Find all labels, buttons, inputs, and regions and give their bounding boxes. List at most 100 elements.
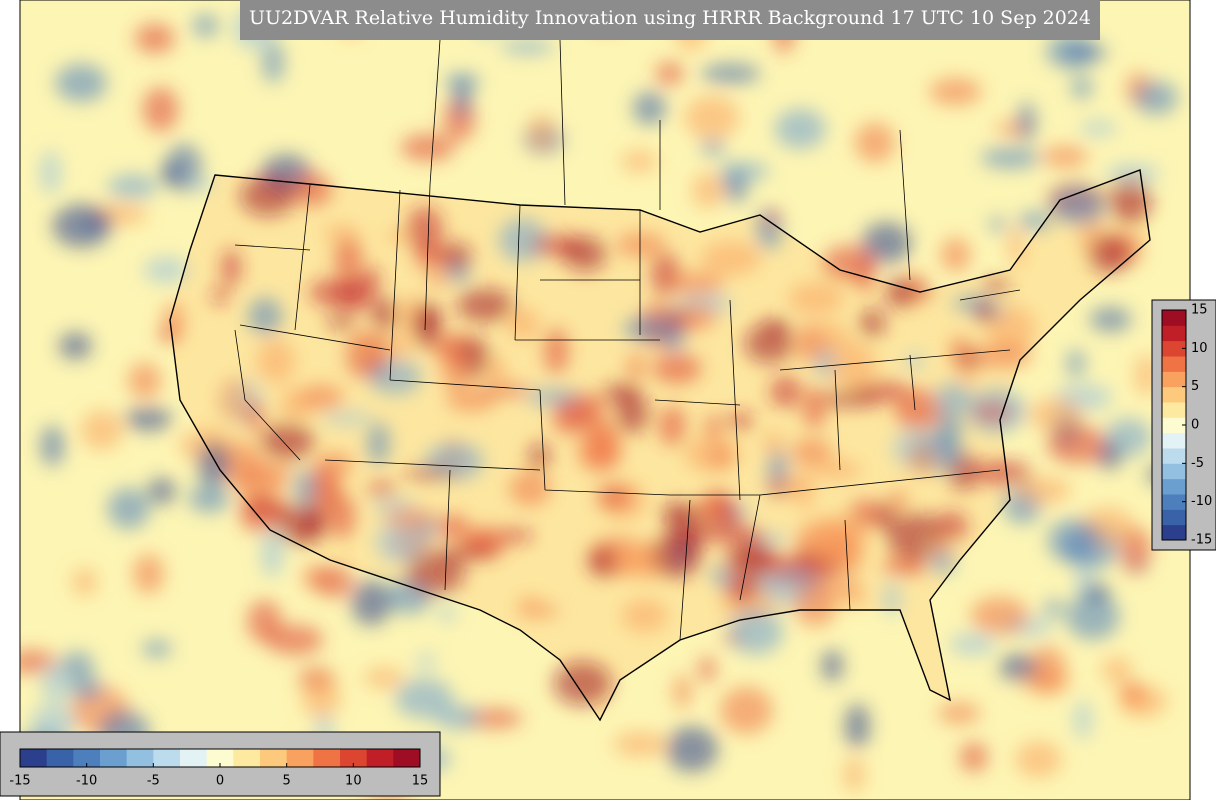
- field-patch: [1029, 398, 1083, 432]
- field-patch: [367, 422, 390, 465]
- colorbar-tick-label: 10: [345, 774, 362, 789]
- colorbar-segment: [393, 749, 421, 767]
- field-patch: [1074, 700, 1092, 740]
- field-patch: [1108, 179, 1152, 223]
- field-patch: [976, 302, 994, 323]
- colorbar-segment: [1162, 494, 1186, 510]
- colorbar-segment: [126, 749, 154, 767]
- colorbar-tick-label: -5: [1191, 456, 1204, 471]
- colorbar-tick-label: 15: [1191, 303, 1208, 318]
- field-patch: [585, 422, 622, 471]
- field-patch: [929, 77, 982, 106]
- field-patch: [822, 390, 880, 407]
- field-patch: [299, 384, 344, 411]
- colorbar-segment: [100, 749, 128, 767]
- field-patch: [983, 278, 1010, 293]
- field-patch: [655, 61, 684, 86]
- field-patch: [221, 248, 241, 288]
- field-patch: [999, 653, 1038, 682]
- field-patch: [784, 476, 804, 497]
- field-patch: [705, 413, 722, 442]
- colorbar-segment: [206, 749, 234, 767]
- title-box: [240, 0, 1100, 40]
- field-patch: [1028, 646, 1066, 693]
- field-patch: [1047, 518, 1099, 563]
- field-patch: [1089, 307, 1132, 332]
- field-patch: [665, 726, 719, 773]
- field-patch: [854, 122, 895, 163]
- field-patch: [517, 595, 543, 617]
- colorbar-segment: [1162, 386, 1186, 403]
- field-patch: [368, 359, 422, 395]
- field-patch: [959, 742, 988, 773]
- field-patch: [452, 77, 472, 117]
- field-patch: [1053, 188, 1106, 226]
- field-patch: [802, 387, 827, 429]
- field-patch: [498, 218, 547, 262]
- field-patch: [60, 651, 94, 680]
- colorbar-segment: [340, 749, 368, 767]
- field-patch: [949, 633, 996, 656]
- field-patch: [133, 554, 164, 594]
- field-patch: [727, 411, 754, 430]
- field-patch: [322, 412, 374, 425]
- title: UU2DVAR Relative Humidity Innovation usi…: [249, 7, 1091, 29]
- field-patch: [684, 435, 741, 473]
- field-patch: [426, 271, 449, 286]
- colorbar-tick-label: 5: [1191, 379, 1199, 394]
- field-patch: [404, 467, 450, 480]
- field-patch: [861, 222, 912, 264]
- field-patch: [543, 327, 569, 375]
- field-patch: [1071, 75, 1093, 100]
- field-patch: [221, 442, 262, 484]
- colorbar-segment: [1162, 371, 1186, 388]
- field-patch: [620, 150, 658, 173]
- field-patch: [72, 568, 97, 597]
- field-patch: [485, 357, 508, 385]
- field-patch: [189, 177, 214, 191]
- field-patch: [375, 521, 424, 563]
- field-patch: [813, 460, 863, 480]
- colorbar-segment: [153, 749, 181, 767]
- field-patch: [658, 405, 686, 446]
- colorbar-vertical: -15 -10 -5 0 5 10 15: [1161, 303, 1212, 548]
- field-patch: [107, 174, 158, 199]
- state-borders: [234, 39, 1021, 641]
- field-patch: [1044, 598, 1063, 618]
- field-patch: [626, 352, 646, 382]
- field-patch: [412, 302, 441, 349]
- field-patch: [406, 206, 443, 253]
- field-patch: [262, 41, 285, 84]
- field-patch: [596, 484, 632, 510]
- field-patch: [395, 678, 454, 719]
- field-patch: [1015, 741, 1062, 778]
- field-patch: [1119, 683, 1145, 702]
- field-patch: [774, 108, 826, 150]
- field-patch: [361, 267, 381, 291]
- field-patch: [1061, 45, 1109, 61]
- field-patch: [843, 757, 865, 793]
- field-patch: [322, 225, 360, 241]
- field-patch: [1088, 234, 1131, 274]
- colorbar-tick-label: 15: [412, 774, 429, 789]
- field-patch: [192, 14, 219, 38]
- field-patch: [698, 655, 716, 683]
- field-patch: [793, 583, 837, 627]
- field-patch: [695, 498, 721, 521]
- colorbar-horizontal: -15 -10 -5 0 5 10 15: [9, 748, 429, 789]
- field-patch: [384, 508, 435, 527]
- field-patch: [770, 376, 802, 408]
- field-patch: [527, 114, 557, 153]
- field-patch: [1120, 527, 1151, 575]
- field-patch: [302, 675, 341, 720]
- field-patch: [160, 162, 181, 185]
- field-patch: [247, 600, 282, 643]
- field-patch: [1042, 145, 1089, 168]
- field-patch: [905, 352, 924, 370]
- field-patch: [438, 242, 472, 270]
- field-patch: [906, 442, 937, 478]
- colorbar-tick-label: 0: [216, 774, 224, 789]
- field-patch: [906, 270, 927, 305]
- field-patch: [718, 162, 770, 181]
